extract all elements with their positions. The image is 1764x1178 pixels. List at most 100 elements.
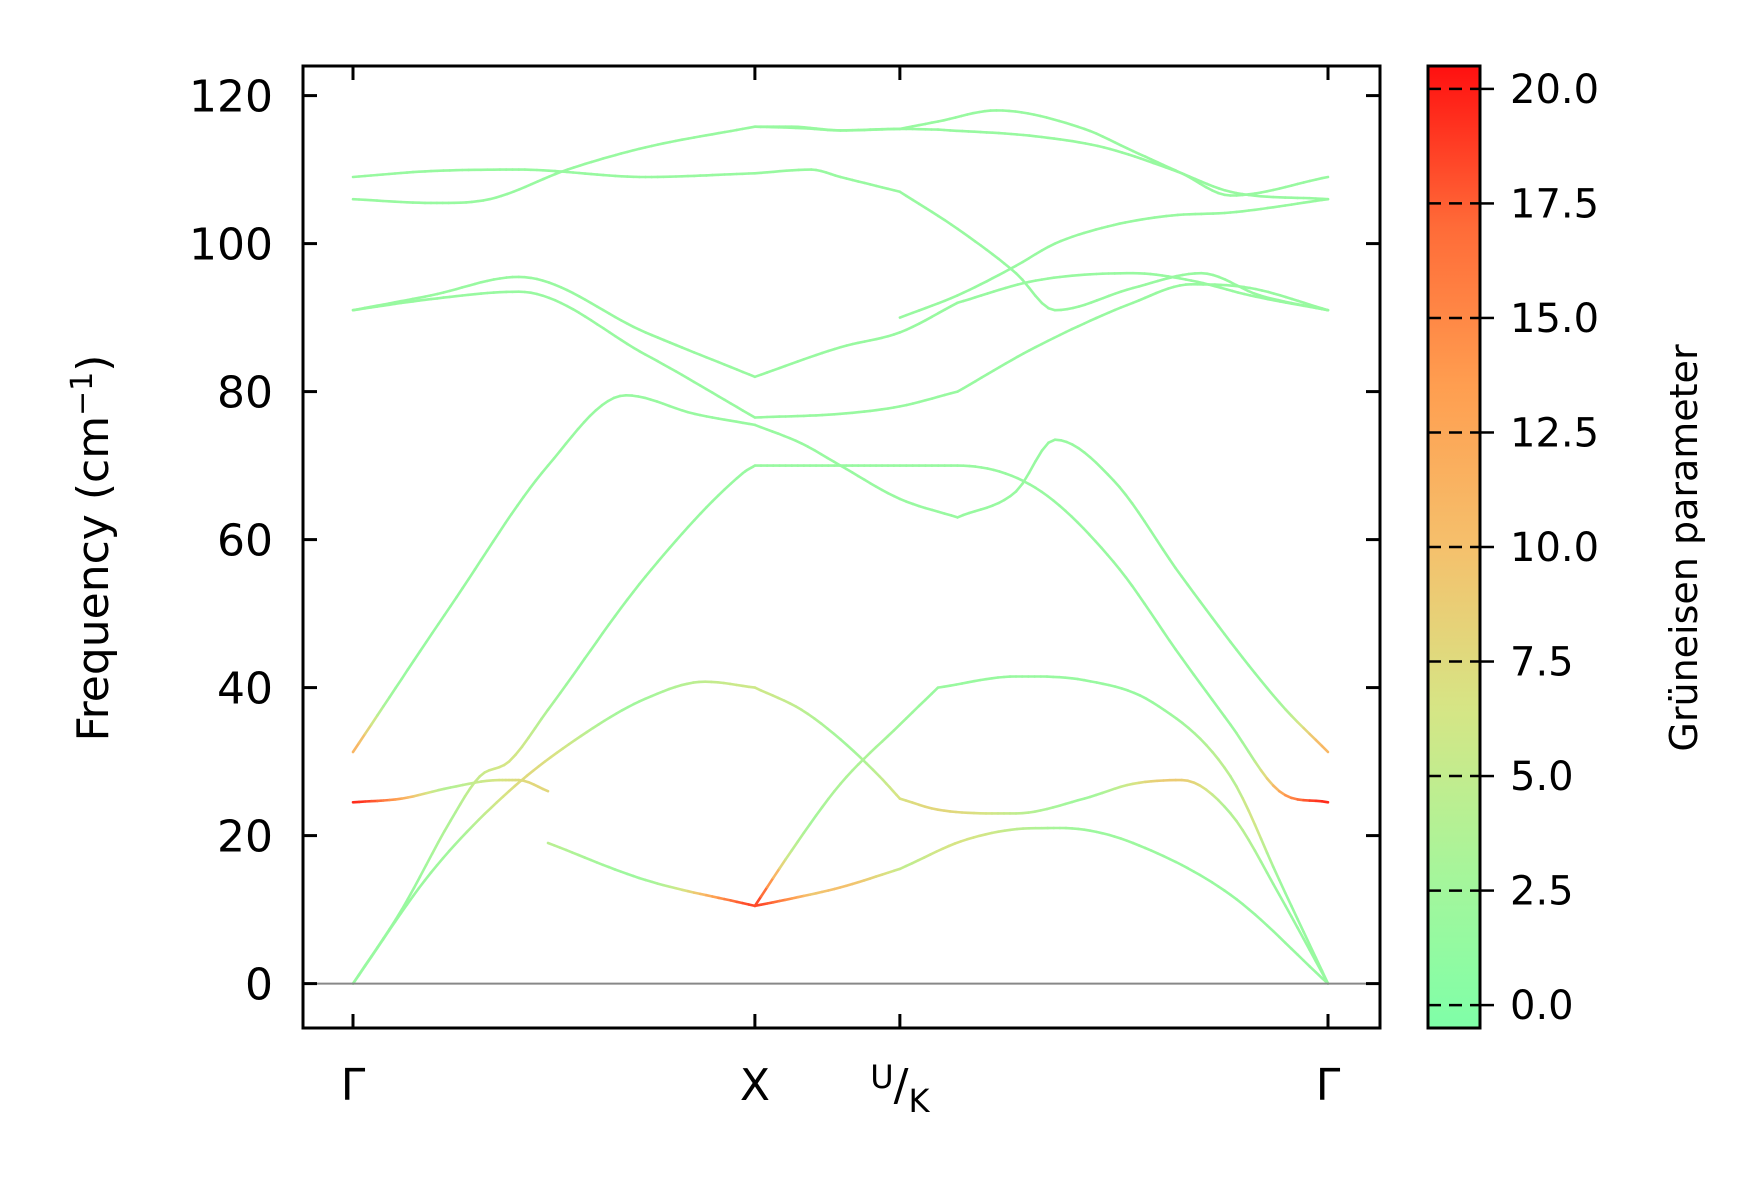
band-1-segment xyxy=(819,722,829,730)
band-12-segment xyxy=(503,512,513,525)
band-3-segment xyxy=(668,539,678,549)
band-14-segment xyxy=(1124,493,1134,505)
band-12-segment xyxy=(576,420,586,431)
band-5-segment xyxy=(1052,499,1061,507)
band-12-segment xyxy=(388,686,398,699)
band-12-segment xyxy=(436,613,446,626)
band-3-segment xyxy=(546,700,556,712)
band-5-segment xyxy=(1088,533,1097,543)
band-11-segment xyxy=(1211,750,1220,761)
band-2-segment xyxy=(1284,904,1293,918)
band-10-segment xyxy=(911,704,921,714)
band-23-segment xyxy=(1320,307,1330,312)
band-9-segment xyxy=(1314,970,1324,980)
band-3-segment xyxy=(601,623,611,635)
band-3-segment xyxy=(583,648,593,661)
colorbar-label: Grüneisen parameter xyxy=(1662,344,1706,752)
band-2-segment xyxy=(1296,926,1305,941)
band-14-segment xyxy=(1192,591,1202,603)
colorbar-tick-label: 12.5 xyxy=(1510,410,1599,456)
band-14-segment xyxy=(1204,608,1214,620)
band-10-segment xyxy=(886,729,896,738)
band-2-segment xyxy=(1308,948,1318,963)
band-12-segment xyxy=(570,427,580,438)
band-12-segment xyxy=(594,403,604,412)
band-23-segment xyxy=(1040,301,1050,310)
band-3-segment xyxy=(520,736,530,749)
band-5-segment xyxy=(1137,593,1146,605)
band-14-segment xyxy=(1143,519,1152,533)
band-9-segment xyxy=(1284,941,1293,951)
band-12-segment xyxy=(406,659,416,671)
band-9-segment xyxy=(1271,929,1281,939)
band-3-segment xyxy=(564,674,574,686)
band-3-segment xyxy=(449,811,457,823)
band-3-segment xyxy=(680,525,690,536)
band-14-segment xyxy=(1130,501,1140,514)
x-tick-label: X xyxy=(740,1060,770,1111)
band-5-segment xyxy=(1082,527,1091,537)
band-14-segment xyxy=(1100,466,1109,476)
band-12-segment xyxy=(497,521,507,534)
band-23-segment xyxy=(1021,278,1031,290)
band-3-segment xyxy=(394,908,404,921)
band-5-segment xyxy=(1168,638,1177,651)
band-10-segment xyxy=(904,710,914,720)
band-3-segment xyxy=(607,614,617,626)
band-9-segment xyxy=(1308,965,1318,974)
y-tick-label: 120 xyxy=(189,72,273,123)
band-10-segment xyxy=(930,686,940,696)
band-3-segment xyxy=(705,499,714,509)
band-3-segment xyxy=(454,802,462,814)
band-11-segment xyxy=(1193,731,1202,741)
band-9-segment xyxy=(1247,907,1257,916)
colorbar-tick-label: 7.5 xyxy=(1510,640,1574,686)
y-tick-label: 0 xyxy=(245,960,273,1011)
band-12-segment xyxy=(357,732,367,745)
band-10-segment xyxy=(826,789,836,801)
band-3-segment xyxy=(357,964,367,976)
band-5-segment xyxy=(1180,656,1190,668)
band-12-segment xyxy=(558,442,568,453)
band-5-segment xyxy=(1118,568,1128,579)
band-3-segment xyxy=(711,493,720,503)
y-tick-label: 20 xyxy=(217,812,273,863)
band-3-segment xyxy=(650,560,660,571)
band-5-segment xyxy=(1070,515,1079,524)
band-3-segment xyxy=(400,897,410,911)
x-tick-label: U/K xyxy=(870,1058,930,1120)
band-12-segment xyxy=(430,622,440,635)
band-14-segment xyxy=(1223,632,1232,644)
x-tick-label: Γ xyxy=(1316,1060,1341,1111)
band-11-segment xyxy=(1320,969,1330,985)
band-12-segment xyxy=(516,495,525,507)
band-1-segment xyxy=(852,749,862,759)
band-14-segment xyxy=(1296,720,1305,730)
band-14-segment xyxy=(1094,461,1104,470)
band-11-segment xyxy=(1296,917,1305,934)
band-1-segment xyxy=(845,743,855,753)
band-11-segment xyxy=(1271,865,1281,882)
band-3-segment xyxy=(589,640,599,652)
band-11-segment xyxy=(1284,891,1293,908)
band-12-segment xyxy=(376,704,385,717)
band-14-segment xyxy=(1271,693,1281,704)
y-axis-label: Frequency (cm−1) xyxy=(65,355,119,742)
band-0-segment xyxy=(417,878,427,890)
band-3-segment xyxy=(717,487,727,497)
band-1-segment xyxy=(871,768,881,778)
band-5-segment xyxy=(1271,784,1281,793)
band-5-segment xyxy=(1259,768,1269,780)
band-2-segment xyxy=(1271,882,1281,897)
band-29-segment xyxy=(1320,197,1330,202)
band-14-segment xyxy=(1290,714,1299,724)
band-14-segment xyxy=(1229,640,1238,652)
band-3-segment xyxy=(577,657,586,669)
band-14-segment xyxy=(1155,538,1165,551)
band-3-segment xyxy=(729,476,739,486)
band-11-segment xyxy=(1229,775,1238,788)
band-12-segment xyxy=(443,604,452,617)
band-3-segment xyxy=(424,852,434,867)
band-10-segment xyxy=(868,745,878,755)
band-14-segment xyxy=(1040,441,1050,452)
